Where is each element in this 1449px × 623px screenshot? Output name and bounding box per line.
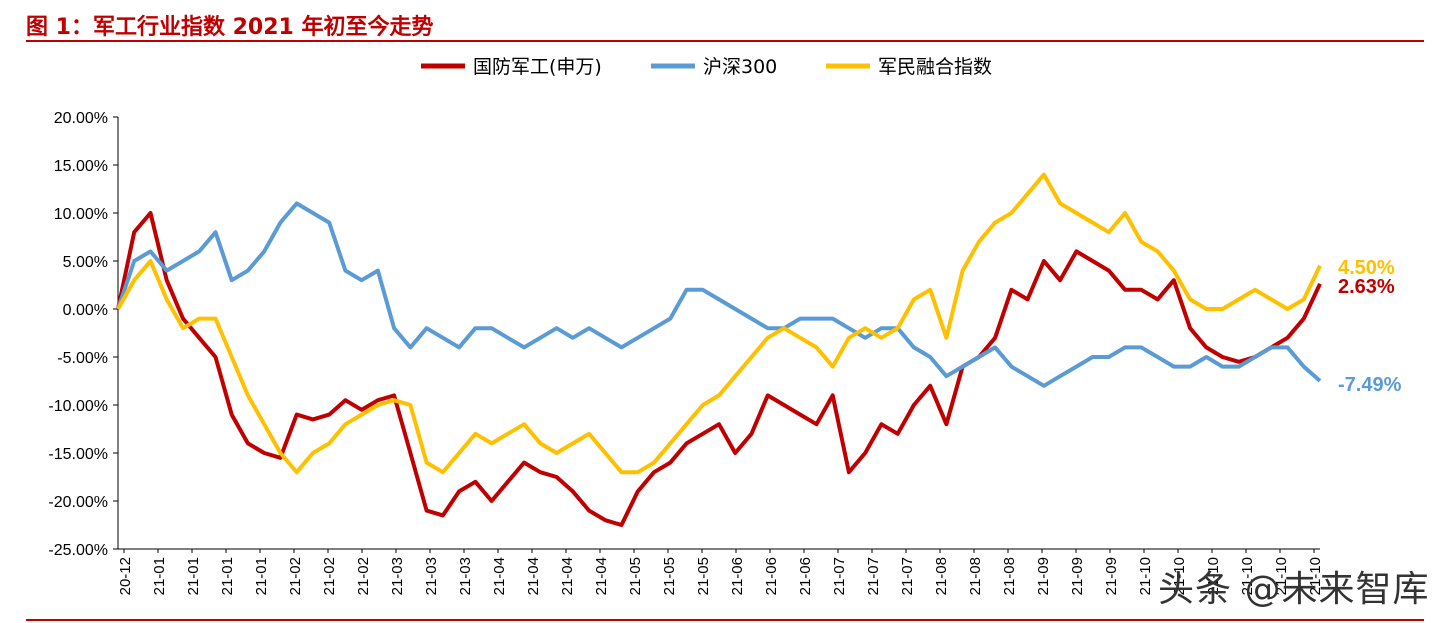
x-tick-label: 21-10 bbox=[1239, 557, 1256, 595]
x-tick-label: 21-05 bbox=[627, 557, 644, 595]
x-tick-label: 21-01 bbox=[151, 557, 168, 595]
series-line bbox=[116, 211, 1322, 527]
y-tick-label: -10.00% bbox=[48, 398, 108, 415]
series-line bbox=[116, 172, 1322, 475]
legend-label: 沪深300 bbox=[703, 56, 777, 78]
x-tick-label: 21-02 bbox=[287, 557, 304, 595]
x-tick-label: 21-10 bbox=[1205, 557, 1222, 595]
x-tick-label: 21-03 bbox=[457, 557, 474, 595]
watermark: 头条 @未来智库 bbox=[1158, 569, 1430, 610]
y-tick-label: 20.00% bbox=[54, 110, 108, 127]
x-tick-label: 21-02 bbox=[321, 557, 338, 595]
x-tick-label: 21-10 bbox=[1137, 557, 1154, 595]
x-tick-label: 20-12 bbox=[117, 557, 134, 595]
x-tick-label: 21-06 bbox=[729, 557, 746, 595]
x-tick-label: 21-02 bbox=[355, 557, 372, 595]
title-rule bbox=[26, 40, 1424, 42]
x-tick-label: 21-01 bbox=[219, 557, 236, 595]
legend-label: 国防军工(申万) bbox=[473, 56, 602, 78]
y-tick-label: -20.00% bbox=[48, 494, 108, 511]
x-tick-label: 21-09 bbox=[1035, 557, 1052, 595]
x-tick-label: 21-06 bbox=[797, 557, 814, 595]
x-tick-label: 21-04 bbox=[491, 557, 508, 595]
x-tick-label: 21-09 bbox=[1069, 557, 1086, 595]
x-tick-label: 21-04 bbox=[559, 557, 576, 595]
x-tick-label: 21-05 bbox=[695, 557, 712, 595]
x-tick-label: 21-07 bbox=[831, 557, 848, 595]
y-tick-label: 15.00% bbox=[54, 158, 108, 175]
series-end-label: 4.50% bbox=[1338, 257, 1395, 279]
y-tick-label: 5.00% bbox=[63, 254, 108, 271]
y-tick-label: 0.00% bbox=[63, 302, 108, 319]
y-tick-label: -15.00% bbox=[48, 446, 108, 463]
series-end-label: -7.49% bbox=[1338, 374, 1402, 396]
bottom-rule bbox=[26, 619, 1424, 621]
x-tick-label: 21-03 bbox=[389, 557, 406, 595]
series-lines bbox=[116, 172, 1322, 527]
chart-legend: 国防军工(申万) 沪深300 军民融合指数 bbox=[421, 56, 992, 78]
series-line bbox=[116, 201, 1322, 388]
x-tick-label: 21-10 bbox=[1307, 557, 1324, 595]
series-end-label: 2.63% bbox=[1338, 276, 1395, 298]
y-tick-label: 10.00% bbox=[54, 206, 108, 223]
legend-label: 军民融合指数 bbox=[878, 56, 992, 78]
x-tick-label: 21-04 bbox=[593, 557, 610, 595]
x-tick-label: 21-10 bbox=[1273, 557, 1290, 595]
end-labels: 4.50%2.63% -7.49% bbox=[1338, 257, 1402, 396]
x-tick-label: 21-06 bbox=[763, 557, 780, 595]
x-tick-label: 21-07 bbox=[865, 557, 882, 595]
y-axis: 20.00% 15.00% 10.00% 5.00% 0.00% -5.00% -10.00… bbox=[48, 110, 119, 559]
x-tick-label: 21-08 bbox=[1001, 557, 1018, 595]
x-tick-label: 21-10 bbox=[1171, 557, 1188, 595]
x-tick-label: 21-01 bbox=[185, 557, 202, 595]
x-tick-label: 21-03 bbox=[423, 557, 440, 595]
x-tick-label: 21-04 bbox=[525, 557, 542, 595]
x-tick-label: 21-05 bbox=[661, 557, 678, 595]
x-tick-label: 21-08 bbox=[967, 557, 984, 595]
y-tick-label: -25.00% bbox=[48, 542, 108, 559]
x-axis: 20-12 21-01 21-01 21-01 21-01 21-02 21-02 21-02… bbox=[117, 548, 1324, 595]
x-tick-label: 21-01 bbox=[253, 557, 270, 595]
y-tick-label: -5.00% bbox=[57, 350, 108, 367]
x-tick-label: 21-07 bbox=[899, 557, 916, 595]
x-tick-label: 21-09 bbox=[1103, 557, 1120, 595]
x-tick-label: 21-08 bbox=[933, 557, 950, 595]
figure-title: 图 1：军工行业指数 2021 年初至今走势 bbox=[26, 15, 434, 40]
